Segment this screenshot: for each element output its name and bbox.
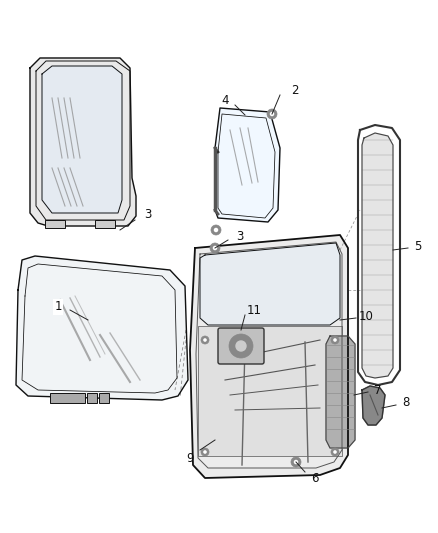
Polygon shape <box>190 235 348 478</box>
Polygon shape <box>362 386 385 425</box>
FancyBboxPatch shape <box>99 393 109 403</box>
Polygon shape <box>30 58 136 226</box>
Text: 1: 1 <box>54 301 62 313</box>
Polygon shape <box>358 125 400 385</box>
Circle shape <box>294 460 298 464</box>
Circle shape <box>333 450 337 454</box>
FancyBboxPatch shape <box>87 393 97 403</box>
Polygon shape <box>42 66 122 213</box>
Polygon shape <box>200 243 340 325</box>
Text: 9: 9 <box>186 451 194 464</box>
FancyBboxPatch shape <box>218 328 264 364</box>
Circle shape <box>270 112 274 116</box>
Circle shape <box>236 341 246 351</box>
Circle shape <box>201 448 209 456</box>
Polygon shape <box>362 133 393 378</box>
FancyBboxPatch shape <box>198 326 342 456</box>
Circle shape <box>203 450 207 454</box>
Circle shape <box>201 336 209 344</box>
Circle shape <box>210 243 220 253</box>
Circle shape <box>229 334 253 358</box>
Circle shape <box>203 338 207 342</box>
Polygon shape <box>326 336 355 448</box>
FancyBboxPatch shape <box>95 220 115 228</box>
Text: 8: 8 <box>403 397 410 409</box>
Circle shape <box>331 448 339 456</box>
FancyBboxPatch shape <box>50 393 85 403</box>
Polygon shape <box>215 108 280 222</box>
Circle shape <box>331 336 339 344</box>
Polygon shape <box>16 256 188 400</box>
Circle shape <box>291 457 301 467</box>
Text: 5: 5 <box>414 239 422 253</box>
Text: 7: 7 <box>374 384 382 397</box>
Text: 6: 6 <box>311 472 319 484</box>
Circle shape <box>211 225 221 235</box>
FancyBboxPatch shape <box>45 220 65 228</box>
Text: 4: 4 <box>221 93 229 107</box>
Circle shape <box>267 109 277 119</box>
Circle shape <box>214 228 218 232</box>
Text: 2: 2 <box>291 84 299 96</box>
Text: 11: 11 <box>247 303 261 317</box>
Text: 10: 10 <box>359 310 374 322</box>
Circle shape <box>333 338 337 342</box>
Text: 3: 3 <box>237 230 244 244</box>
Text: 3: 3 <box>144 208 152 222</box>
Circle shape <box>213 246 217 251</box>
